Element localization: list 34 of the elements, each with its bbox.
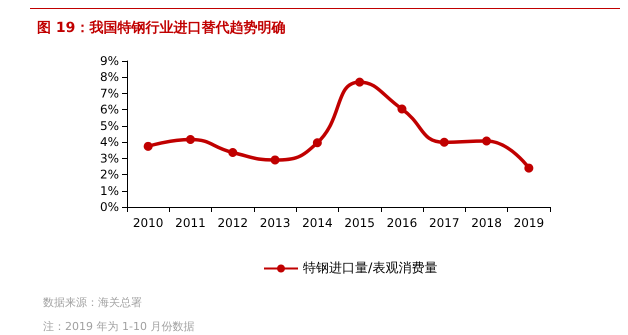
y-tick-label: 9% bbox=[100, 54, 119, 68]
x-tick-label: 2014 bbox=[302, 216, 333, 230]
point bbox=[397, 104, 406, 114]
chart-title: 图 19：我国特钢行业进口替代趋势明确 bbox=[37, 20, 286, 36]
x-tick-label: 2017 bbox=[428, 216, 460, 230]
y-tick-label: 4% bbox=[100, 135, 119, 150]
y-tick-label: 6% bbox=[100, 102, 119, 117]
point bbox=[228, 148, 238, 157]
y-tick-label: 1% bbox=[100, 184, 119, 198]
point bbox=[312, 138, 322, 148]
legend-label: 特钢进口量/表观消费量 bbox=[303, 261, 438, 276]
x-tick-label: 2018 bbox=[471, 216, 502, 230]
source-note: 数据来源：海关总署 bbox=[43, 296, 142, 309]
point bbox=[186, 135, 195, 144]
point bbox=[524, 164, 534, 173]
x-tick-label: 2016 bbox=[386, 216, 418, 230]
x-tick-label: 2015 bbox=[344, 216, 375, 230]
x-tick-label: 2012 bbox=[217, 216, 248, 230]
y-tick-label: 0% bbox=[100, 200, 119, 214]
point bbox=[482, 136, 492, 146]
y-tick-label: 5% bbox=[100, 118, 119, 133]
x-tick-label: 2013 bbox=[260, 216, 290, 230]
y-tick-label: 2% bbox=[100, 168, 119, 182]
x-tick-label: 2019 bbox=[514, 216, 544, 230]
point bbox=[440, 138, 449, 147]
x-tick-label: 2010 bbox=[132, 216, 164, 230]
point bbox=[355, 78, 364, 87]
y-tick-label: 8% bbox=[100, 70, 119, 84]
text: 注：2019 年为 1-10 月份数据 bbox=[43, 320, 194, 333]
y-tick-label: 7% bbox=[100, 86, 119, 100]
y-tick-label: 3% bbox=[100, 151, 119, 166]
x-tick-label: 2011 bbox=[175, 216, 206, 230]
point bbox=[270, 155, 280, 164]
point bbox=[144, 142, 153, 151]
